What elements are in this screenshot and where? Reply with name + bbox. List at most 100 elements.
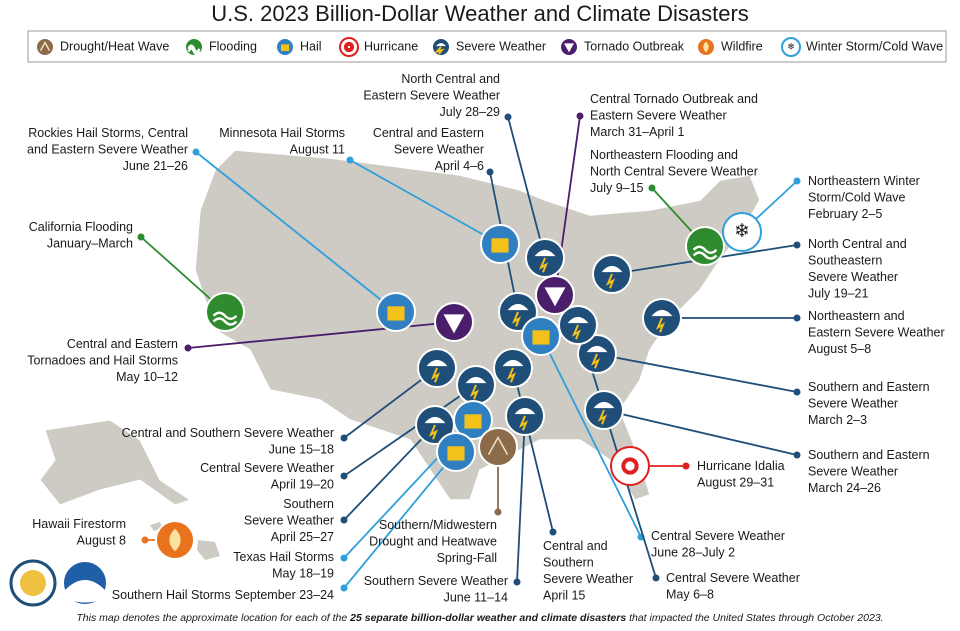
leader-dot bbox=[513, 578, 521, 586]
event-date: March 24–26 bbox=[808, 481, 881, 495]
bolt-symbol bbox=[590, 353, 600, 369]
event-label: Southern and Eastern Severe Weather March … bbox=[808, 448, 930, 495]
event-name: Severe Weather bbox=[808, 465, 898, 479]
event-label: Minnesota Hail Storms August 11 bbox=[219, 126, 345, 157]
event-name: North Central and bbox=[401, 72, 500, 86]
event-label: Southern Severe Weather June 11–14 bbox=[364, 574, 508, 605]
crack-symbol bbox=[487, 435, 509, 455]
event-name: Southern bbox=[543, 556, 594, 570]
storm-symbol bbox=[601, 265, 623, 273]
wave-symbol bbox=[187, 44, 201, 56]
bolt-symbol bbox=[469, 384, 479, 400]
storm-symbol bbox=[593, 401, 615, 409]
event-name: Eastern Severe Weather bbox=[590, 109, 727, 123]
event-label: North Central and Eastern Severe Weather J… bbox=[363, 72, 500, 119]
leader-dot bbox=[682, 462, 690, 470]
leader-line bbox=[195, 151, 397, 313]
bolt-symbol bbox=[511, 311, 521, 327]
event-label: Central Severe Weather June 28–July 2 bbox=[651, 529, 785, 560]
leader-line bbox=[512, 367, 554, 533]
event-name: Severe Weather bbox=[244, 514, 334, 528]
wave-symbol bbox=[692, 245, 718, 260]
leader-dot bbox=[340, 584, 348, 592]
event-name: Southeastern bbox=[808, 254, 882, 268]
leader-dot bbox=[494, 508, 502, 516]
event-name: Northeastern Winter bbox=[808, 174, 920, 188]
event-name: Rockies Hail Storms, Central bbox=[28, 126, 188, 140]
leader-dot bbox=[793, 177, 801, 185]
storm-symbol bbox=[567, 316, 589, 324]
event-date: February 2–5 bbox=[808, 207, 882, 221]
leader-dot bbox=[340, 434, 348, 442]
event-label: Central and Eastern Tornadoes and Hail St… bbox=[27, 337, 178, 384]
flame-symbol bbox=[703, 41, 709, 53]
hazard-icon bbox=[685, 226, 725, 266]
event-name: Central Severe Weather bbox=[200, 461, 334, 475]
legend-label: Tornado Outbreak bbox=[584, 39, 685, 53]
event-label: Rockies Hail Storms, Central and Eastern … bbox=[27, 126, 188, 173]
alaska bbox=[39, 419, 192, 506]
event-label: Central Tornado Outbreak and Eastern Seve… bbox=[590, 92, 758, 139]
leader-dot bbox=[648, 184, 656, 192]
event-name: Eastern Severe Weather bbox=[808, 326, 945, 340]
legend-label: Severe Weather bbox=[456, 39, 546, 53]
event-date: April 19–20 bbox=[271, 478, 334, 492]
event-label: Central Severe Weather May 6–8 bbox=[666, 571, 800, 602]
event-label: Southern Severe Weather April 25–27 bbox=[244, 497, 334, 544]
event-name: Severe Weather bbox=[543, 572, 633, 586]
event-name: Central and bbox=[543, 539, 608, 553]
leader-dot bbox=[340, 554, 348, 562]
event-name: Northeastern and bbox=[808, 309, 905, 323]
event-date: June 28–July 2 bbox=[651, 546, 735, 560]
event-date: August 8 bbox=[77, 534, 126, 548]
event-name: Minnesota Hail Storms bbox=[219, 126, 345, 140]
event-label: Southern Hail Storms September 23–24 bbox=[112, 588, 334, 602]
snow-symbol: ❄ bbox=[734, 221, 750, 242]
leader-line bbox=[516, 415, 526, 583]
leader-line bbox=[343, 424, 436, 521]
event-name: California Flooding bbox=[29, 220, 133, 234]
event-date: May 18–19 bbox=[272, 567, 334, 581]
leader-line bbox=[540, 335, 642, 538]
event-name: Tornadoes and Hail Storms bbox=[27, 354, 178, 368]
event-date: June 15–18 bbox=[269, 443, 334, 457]
footnote-bold: 25 separate billion-dollar weather and c… bbox=[349, 612, 626, 624]
event-name: Central Tornado Outbreak and bbox=[590, 92, 758, 106]
event-name: Southern/Midwestern bbox=[379, 518, 497, 532]
event-label: Central and Southern Severe Weather April 1… bbox=[543, 539, 633, 603]
leader-dot bbox=[192, 148, 200, 156]
leader-dot bbox=[652, 574, 660, 582]
event-name: Central and Eastern bbox=[373, 126, 484, 140]
event-name: Hawaii Firestorm bbox=[32, 517, 126, 531]
event-date: April 15 bbox=[543, 589, 585, 603]
footnote-text: that impacted the United States through … bbox=[626, 612, 883, 624]
legend-label: Wildfire bbox=[721, 39, 763, 53]
storm-symbol bbox=[426, 359, 448, 367]
hazard-icon bbox=[722, 212, 762, 252]
doc-logo-inner bbox=[20, 570, 46, 596]
crack-symbol bbox=[39, 40, 51, 51]
event-label: Southern/Midwestern Drought and Heatwave S… bbox=[369, 518, 497, 565]
leader-line bbox=[343, 384, 477, 477]
hazard-icon bbox=[205, 292, 245, 332]
bolt-symbol bbox=[434, 46, 445, 55]
leader-dot bbox=[793, 388, 801, 396]
leader-dot bbox=[340, 472, 348, 480]
event-name: North Central and bbox=[808, 237, 907, 251]
event-date: March 31–April 1 bbox=[590, 125, 685, 139]
tornado-symbol bbox=[564, 43, 574, 53]
legend-label: Winter Storm/Cold Wave bbox=[806, 39, 943, 53]
event-label: Northeastern and Eastern Severe Weather Au… bbox=[808, 309, 945, 356]
event-date: June 21–26 bbox=[123, 159, 188, 173]
leader-dot bbox=[340, 516, 348, 524]
event-name: Southern and Eastern bbox=[808, 448, 930, 462]
event-label: North Central and Southeastern Severe Weat… bbox=[808, 237, 907, 301]
event-name: Southern bbox=[283, 497, 334, 511]
leader-line bbox=[596, 353, 798, 393]
event-label: Southern and Eastern Severe Weather March … bbox=[808, 380, 930, 427]
event-label: Hawaii Firestorm August 8 bbox=[32, 517, 126, 548]
event-name: Drought and Heatwave bbox=[369, 535, 497, 549]
event-label: Northeastern Flooding and North Central S… bbox=[590, 148, 758, 195]
leader-line bbox=[507, 116, 546, 259]
